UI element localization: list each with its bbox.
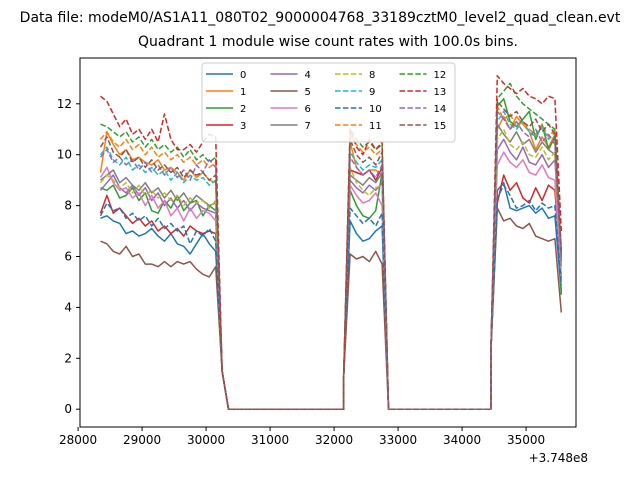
legend-label-13: 13 [434,87,447,98]
y-tick-label: 6 [64,249,72,263]
plot-lines [99,75,563,410]
legend-label-3: 3 [240,121,246,132]
y-tick-label: 2 [64,351,72,365]
legend-label-4: 4 [305,70,311,81]
x-tick-label: 30000 [187,433,225,447]
legend-label-9: 9 [369,87,375,98]
y-axis: 0 2 4 6 8 10 12 [57,97,80,416]
legend-label-12: 12 [434,70,447,81]
legend-label-7: 7 [305,121,311,132]
legend-label-2: 2 [240,104,246,115]
series-line-1 [99,115,563,410]
x-tick-label: 28000 [59,433,97,447]
legend-label-5: 5 [305,87,311,98]
legend-label-8: 8 [369,70,375,81]
x-tick-label: 33000 [379,433,417,447]
x-axis: 28000 29000 30000 31000 32000 33000 34000 35000 [59,427,545,447]
legend-label-0: 0 [240,70,246,81]
y-tick-label: 0 [64,402,72,416]
x-tick-label: 32000 [315,433,353,447]
series-line-2 [100,97,563,410]
y-tick-label: 12 [57,97,72,111]
y-tick-label: 4 [64,300,72,314]
y-tick-label: 8 [64,199,72,213]
legend-label-14: 14 [434,104,447,115]
x-offset-label: +3.748e8 [528,451,588,465]
legend-label-10: 10 [369,104,382,115]
legend-label-15: 15 [434,121,447,132]
legend-label-6: 6 [305,104,311,115]
series-line-14 [99,110,563,410]
legend-label-1: 1 [240,87,246,98]
series-line-9 [99,110,563,410]
series-line-15 [99,100,563,410]
x-tick-label: 31000 [251,433,289,447]
chart-title: Quadrant 1 module wise count rates with … [138,34,518,50]
suptitle-text: Data file: modeM0/AS1A11_080T02_90000047… [19,10,621,26]
axes-frame [79,57,577,428]
x-tick-label: 34000 [443,433,481,447]
y-tick-label: 10 [57,148,72,162]
legend-box [201,62,456,143]
series-line-13 [100,75,563,410]
legend-label-11: 11 [369,121,382,132]
x-tick-label: 35000 [507,433,545,447]
x-tick-label: 29000 [123,433,161,447]
